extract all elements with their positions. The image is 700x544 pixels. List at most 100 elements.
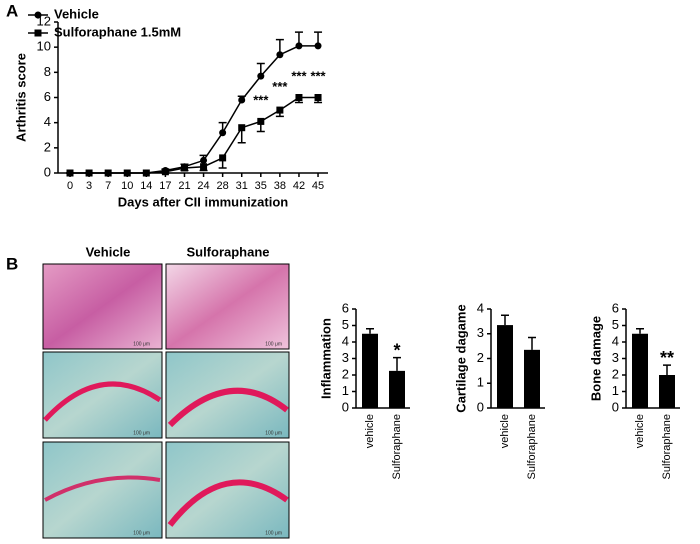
marker [66,169,74,177]
image [42,351,163,439]
y-tick-label: 0 [612,399,619,414]
x-tick-label: 0 [67,180,73,192]
x-tick-label: Sulforaphane [391,414,403,479]
tissue [167,479,289,527]
y-tick-label: 3 [477,325,484,340]
histology-images: 100 μm 100 μm 100 μm 100 μm 100 μm 100 μ… [42,263,290,539]
tissue [167,387,289,428]
y-tick-label: 0 [477,399,484,414]
error-bar [663,364,671,375]
x-tick-label: 42 [293,180,305,192]
x-tick-label: 10 [121,180,133,192]
error-bar [528,336,536,350]
y-tick-label: 4 [44,114,51,129]
scale-label: 100 μm [265,530,282,536]
y-tick-label: 0 [44,164,51,179]
annotation: *** [310,69,326,84]
x-tick-label: 31 [236,180,248,192]
marker [200,163,208,171]
image [165,351,290,439]
y-tick-label: 2 [612,366,619,381]
marker [295,94,303,101]
marker [238,124,246,132]
tissue [43,381,162,422]
error-bar [501,314,509,326]
annotation: *** [253,92,269,107]
marker [180,164,188,172]
y-tick-label: 4 [612,333,619,348]
scale-label: 100 μm [133,430,150,436]
y-tick-label: 3 [342,350,349,365]
x-axis-label: Days after CII immunization [118,194,289,209]
y-tick-label: 6 [44,89,51,104]
y-tick-label: 3 [612,350,619,365]
bar [497,325,513,408]
panel-label: B [6,254,18,273]
legend-marker [34,29,42,37]
y-tick-label: 6 [612,300,619,315]
x-tick-label: 21 [178,180,190,192]
legend-marker [34,11,42,19]
scale-label: 100 μm [265,341,282,347]
y-tick-label: 5 [342,317,349,332]
y-tick-label: 1 [477,375,484,390]
panel-label: A [6,1,18,20]
marker [314,42,322,50]
tissue [44,475,161,502]
bar [524,349,540,408]
y-tick-label: 0 [342,399,349,414]
y-tick-label: 6 [342,300,349,315]
marker [219,129,227,137]
x-tick-label: 3 [86,180,92,192]
y-tick-label: 8 [44,64,51,79]
x-tick-label: Sulforaphane [661,414,673,479]
x-tick-label: Sulforaphane [526,414,538,479]
marker [295,42,303,50]
marker [85,169,93,177]
y-tick-label: 2 [44,139,51,154]
annotation: * [393,340,400,360]
scale-label: 100 μm [133,530,150,536]
y-tick-label: 4 [342,333,349,348]
x-tick-label: 24 [197,180,209,192]
y-tick-label: 1 [342,383,349,398]
x-tick-label: 14 [140,180,152,192]
x-tick-label: vehicle [364,414,376,448]
marker [142,169,150,177]
bar [632,333,648,408]
error-bar [393,356,401,371]
error-bar [636,328,644,334]
x-tick-label: 28 [217,180,229,192]
scale-label: 100 μm [265,430,282,436]
column-header: Sulforaphane [186,244,269,259]
y-tick-label: 2 [342,366,349,381]
image [165,263,290,350]
annotation: *** [272,79,288,94]
x-tick-label: vehicle [499,414,511,448]
bar [659,375,675,408]
bar [389,370,405,408]
y-tick-label: 10 [37,39,51,54]
marker [276,106,284,114]
x-tick-label: 17 [159,180,171,192]
image [42,441,163,539]
marker [219,154,227,162]
annotation: *** [291,69,307,84]
x-tick-label: 35 [255,180,267,192]
y-tick-label: 5 [612,317,619,332]
marker [257,72,265,80]
scale-label: 100 μm [133,341,150,347]
x-tick-label: 38 [274,180,286,192]
x-tick-label: 45 [312,180,324,192]
y-axis-label: Arthritis score [13,53,28,142]
y-tick-label: 4 [477,300,484,315]
y-tick-label: 2 [477,350,484,365]
marker [238,96,246,104]
marker [314,94,322,101]
x-tick-label: vehicle [634,414,646,448]
marker [276,51,284,59]
legend-label: Sulforaphane 1.5mM [54,24,181,39]
marker [123,169,131,177]
annotation: ** [660,348,674,368]
